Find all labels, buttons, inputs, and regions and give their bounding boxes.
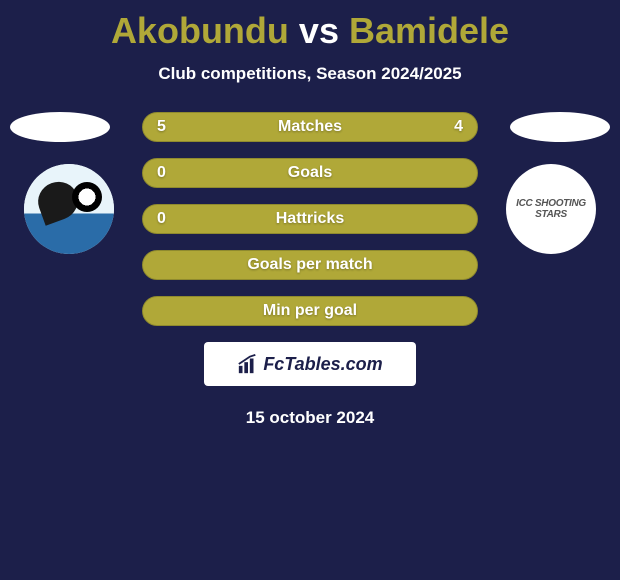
stat-value-left: 5 — [157, 118, 166, 136]
stat-row: 0 Hattricks — [142, 204, 478, 234]
fctables-badge[interactable]: FcTables.com — [204, 342, 416, 386]
page-title: Akobundu vs Bamidele — [0, 10, 620, 52]
right-pill — [510, 112, 610, 142]
title-vs: vs — [299, 10, 339, 51]
stat-rows: 5 Matches 4 0 Goals 0 Hattricks Goals per match… — [142, 112, 478, 326]
chart-icon — [237, 353, 259, 375]
stat-row: Min per goal — [142, 296, 478, 326]
stat-label: Matches — [278, 118, 342, 136]
stat-label: Hattricks — [276, 210, 344, 228]
left-club-logo — [24, 164, 114, 254]
title-player2: Bamidele — [349, 10, 509, 51]
title-player1: Akobundu — [111, 10, 289, 51]
badge-text: FcTables.com — [263, 354, 382, 375]
stat-label: Goals per match — [247, 256, 372, 274]
stat-value-left: 0 — [157, 164, 166, 182]
stat-row: Goals per match — [142, 250, 478, 280]
stat-row: 0 Goals — [142, 158, 478, 188]
dolphin-logo-icon — [24, 164, 114, 254]
stat-row: 5 Matches 4 — [142, 112, 478, 142]
stat-value-left: 0 — [157, 210, 166, 228]
right-club-logo: ICC SHOOTING STARS — [506, 164, 596, 254]
stat-label: Min per goal — [263, 302, 357, 320]
stat-value-right: 4 — [454, 118, 463, 136]
subtitle: Club competitions, Season 2024/2025 — [0, 64, 620, 84]
comparison-card: Akobundu vs Bamidele Club competitions, … — [0, 0, 620, 580]
stat-label: Goals — [288, 164, 332, 182]
date-line: 15 october 2024 — [0, 408, 620, 428]
icc-logo-text: ICC SHOOTING STARS — [506, 198, 596, 220]
left-pill — [10, 112, 110, 142]
content-area: ICC SHOOTING STARS 5 Matches 4 0 Goals 0 Hattr… — [0, 112, 620, 428]
